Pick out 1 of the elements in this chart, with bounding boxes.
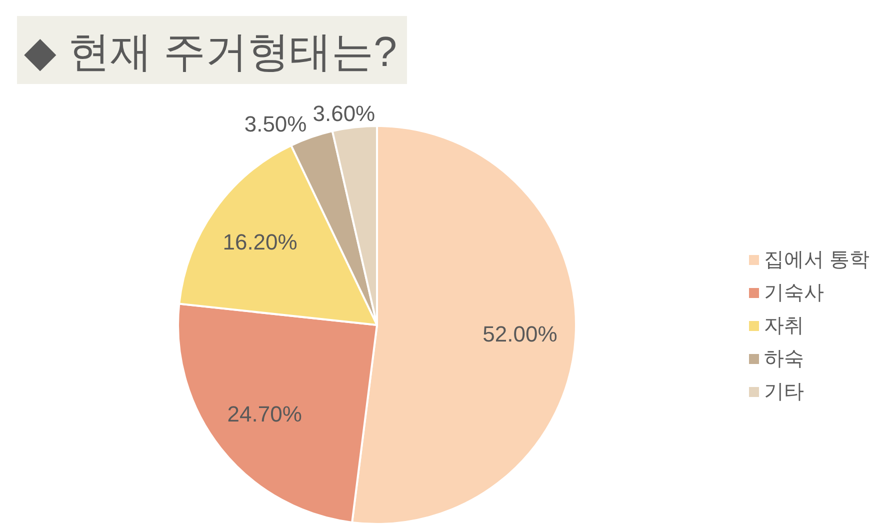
chart-title: ◆ 현재 주거형태는?: [24, 28, 397, 75]
